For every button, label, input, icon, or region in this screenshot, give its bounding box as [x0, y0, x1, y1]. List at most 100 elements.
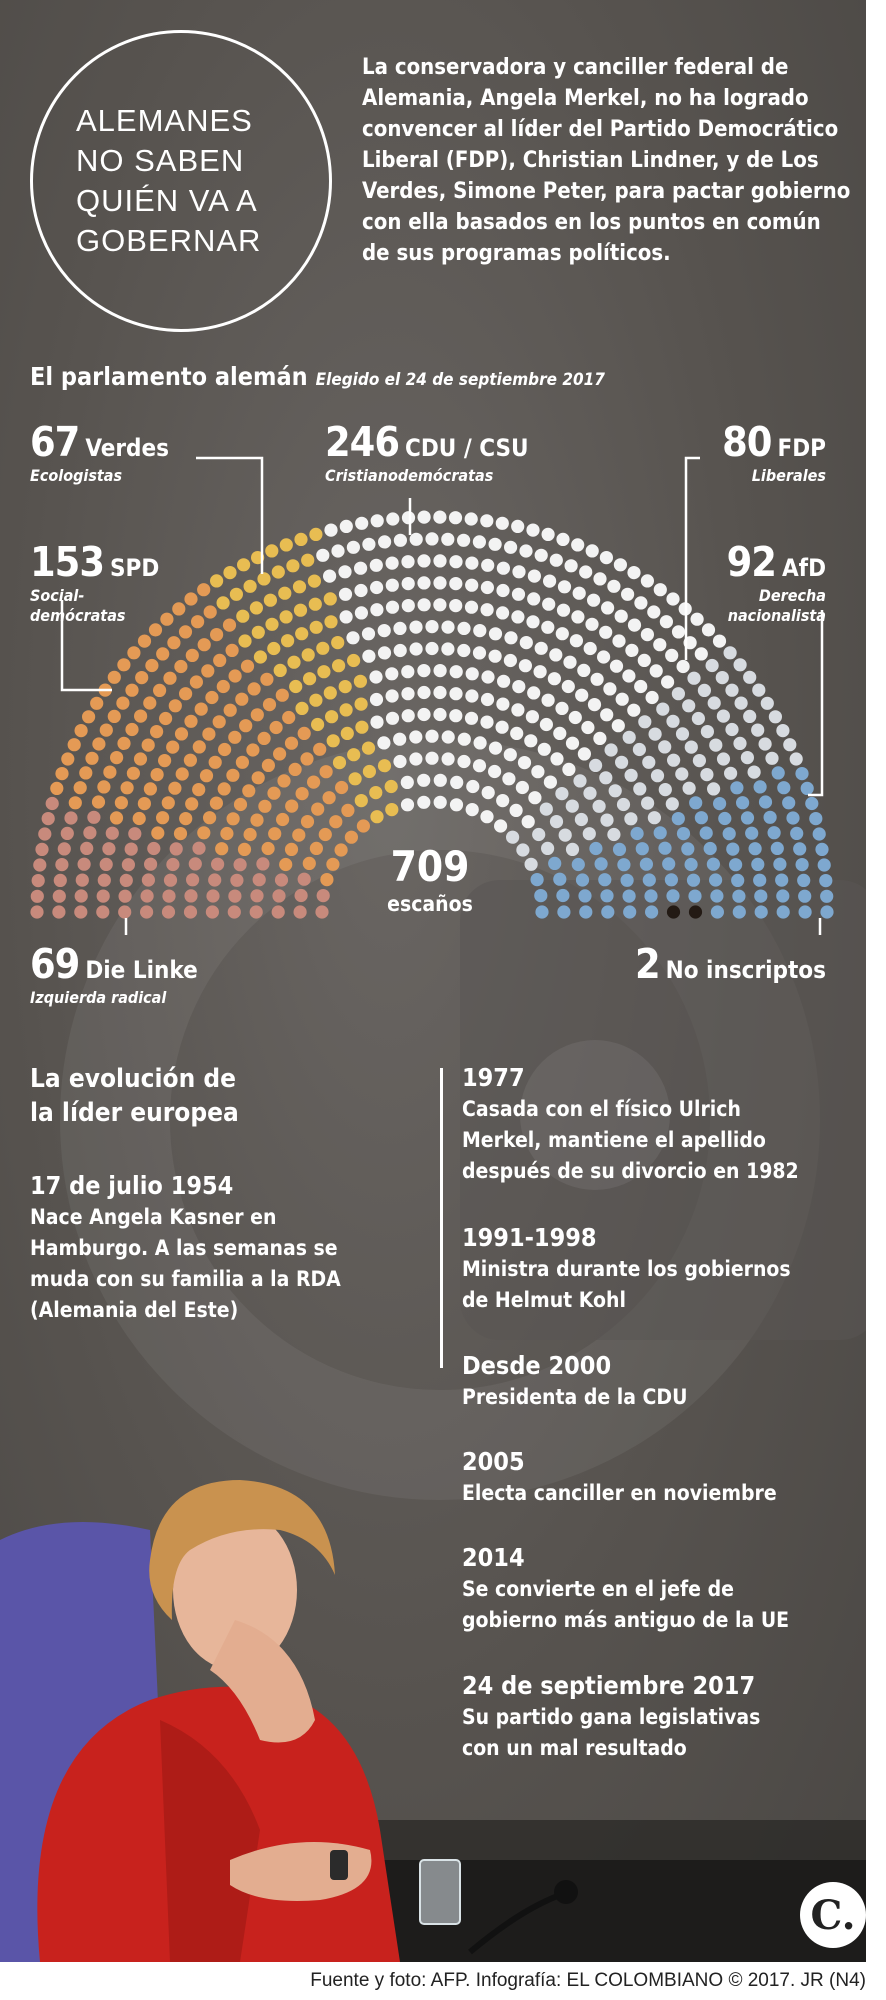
- seat-die-linke: [60, 826, 74, 841]
- seat-cdu-csu: [712, 634, 727, 648]
- seat-spd: [235, 692, 249, 706]
- seat-fdp: [716, 752, 731, 766]
- seat-die-linke: [297, 872, 311, 886]
- footer-credit: Fuente y foto: AFP. Infografía: EL COLOM…: [310, 1970, 866, 1991]
- seat-spd: [61, 752, 75, 766]
- seat-afd: [795, 858, 809, 872]
- event-text: Casada con el físico Ulrich Merkel, mant…: [462, 1097, 799, 1183]
- seat-verdes: [339, 703, 353, 717]
- seat-cdu-csu: [627, 566, 641, 580]
- seat-fdp: [733, 736, 747, 751]
- intro-paragraph: La conservadora y canciller federal de A…: [362, 55, 851, 266]
- seat-cdu-csu: [555, 701, 569, 716]
- seat-afd: [753, 780, 767, 794]
- event-text: Electa canciller en noviembre: [462, 1481, 777, 1505]
- seat-verdes: [251, 625, 265, 639]
- seat-verdes: [295, 627, 309, 641]
- seat-afd: [681, 842, 695, 856]
- seat-fdp: [758, 737, 772, 751]
- seat-spd: [178, 625, 193, 639]
- seat-cdu-csu: [593, 572, 607, 586]
- infographic-poster: ALEMANES NO SABEN QUIÉN VA A GOBERNAR La…: [0, 0, 866, 1962]
- seat-fdp: [783, 738, 797, 752]
- seat-fdp: [648, 727, 662, 741]
- seat-fdp: [675, 727, 690, 741]
- seat-cdu-csu: [425, 729, 439, 743]
- seat-spd: [235, 755, 249, 769]
- seat-cdu-csu: [526, 615, 540, 629]
- seat-cdu-csu: [495, 516, 509, 530]
- seat-cdu-csu: [557, 580, 572, 594]
- event-date: 24 de septiembre 2017: [462, 1671, 756, 1700]
- seat-afd: [642, 873, 656, 887]
- seat-cdu-csu: [433, 510, 447, 524]
- seat-die-linke: [233, 858, 247, 872]
- seat-cdu-csu: [587, 593, 601, 607]
- seat-fdp: [687, 671, 701, 685]
- seat-cdu-csu: [614, 609, 628, 623]
- seat-cdu-csu: [354, 606, 368, 620]
- face: [173, 1510, 297, 1670]
- afd-seats: 92: [726, 538, 777, 586]
- seat-cdu-csu: [480, 514, 494, 528]
- seat-fdp: [555, 787, 569, 801]
- seat-fdp: [740, 751, 755, 765]
- seat-spd: [302, 856, 316, 871]
- no-inscriptos-name: No inscriptos: [665, 956, 826, 984]
- seat-afd: [589, 841, 603, 856]
- seat-cdu-csu: [649, 664, 663, 678]
- timeline-event-2014: 2014 Se convierte en el jefe de gobierno…: [462, 1542, 866, 1636]
- seat-cdu-csu: [338, 587, 353, 601]
- seat-cdu-csu: [441, 752, 455, 766]
- seat-cdu-csu: [441, 642, 455, 656]
- seat-verdes: [243, 579, 257, 593]
- seat-die-linke: [118, 889, 132, 903]
- seat-fdp: [666, 714, 680, 728]
- seat-spd: [145, 658, 159, 673]
- event-text: Ministra durante los gobiernos de Helmut…: [462, 1257, 791, 1312]
- seat-cdu-csu: [464, 512, 478, 526]
- seat-cdu-csu: [393, 754, 407, 769]
- seat-die-linke: [166, 857, 180, 872]
- seat-afd: [812, 827, 826, 841]
- seat-cdu-csu: [556, 603, 571, 617]
- seat-fdp: [658, 783, 672, 797]
- seat-cdu-csu: [517, 756, 532, 770]
- fdp-seats: 80: [722, 418, 772, 466]
- seat-cdu-csu: [571, 610, 585, 624]
- seat-die-linke: [184, 889, 198, 903]
- seat-afd: [786, 811, 800, 825]
- seat-fdp: [725, 722, 739, 737]
- seat-verdes: [271, 565, 285, 579]
- parliament-title: El parlamento alemán Elegido el 24 de sep…: [30, 362, 605, 391]
- seat-afd: [534, 889, 548, 903]
- seat-verdes: [301, 648, 315, 662]
- party-label-linke: 69 Die Linke Izquierda radical: [30, 940, 198, 1008]
- timeline-event-2005: 2005 Electa canciller en noviembre: [462, 1446, 866, 1509]
- seat-cdu-csu: [417, 598, 431, 612]
- seat-spd: [161, 796, 175, 810]
- seat-die-linke: [102, 842, 116, 856]
- seat-fdp: [765, 751, 779, 765]
- seat-cdu-csu: [550, 752, 564, 766]
- seat-cdu-csu: [625, 643, 639, 658]
- seat-cdu-csu: [370, 514, 384, 528]
- seat-cdu-csu: [385, 600, 400, 614]
- event-date: 1977: [462, 1063, 525, 1092]
- seat-fdp: [604, 743, 618, 757]
- seat-cdu-csu: [585, 617, 599, 631]
- seat-cdu-csu: [377, 736, 391, 750]
- seat-cdu-csu: [519, 636, 533, 650]
- seat-cdu-csu: [393, 533, 407, 547]
- seat-afd: [689, 796, 703, 810]
- seat-fdp: [743, 709, 757, 724]
- seat-spd: [168, 699, 182, 713]
- seat-afd: [630, 826, 644, 841]
- seat-spd: [279, 857, 293, 872]
- seat-cdu-csu: [362, 649, 376, 663]
- seat-cdu-csu: [417, 707, 431, 722]
- event-date: 17 de julio 1954: [30, 1171, 234, 1200]
- seat-spd: [217, 782, 231, 796]
- seat-die-linke: [162, 889, 176, 903]
- seat-cdu-csu: [488, 741, 503, 755]
